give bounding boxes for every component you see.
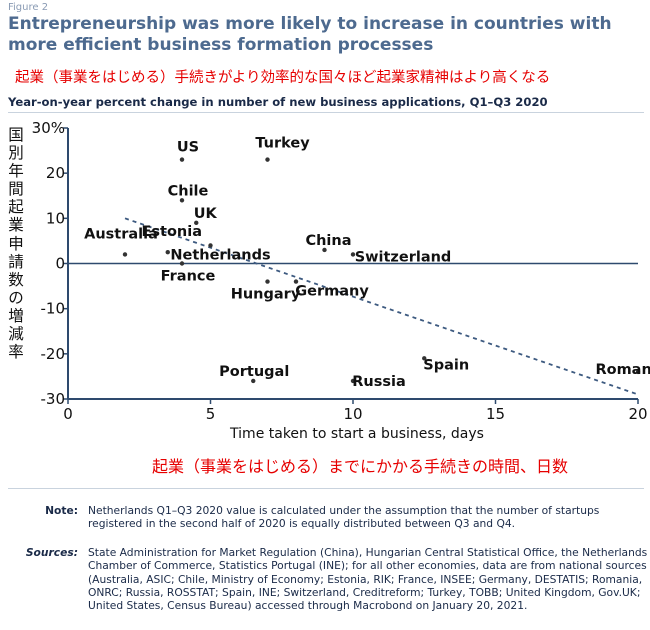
sources-key: Sources:: [25, 546, 78, 559]
point-label: Germany: [295, 284, 369, 300]
data-point: [179, 261, 185, 266]
figure-label: Figure 2: [8, 2, 49, 13]
header-divider: [8, 112, 644, 113]
point-label: Hungary: [231, 287, 301, 303]
point-label: Portugal: [219, 364, 289, 380]
chart-subtitle: Year-on-year percent change in number of…: [8, 95, 548, 109]
chart-title: Entrepreneurship was more likely to incr…: [8, 14, 612, 55]
data-point: [265, 157, 270, 162]
x-tick-label: 10: [343, 405, 362, 423]
footer-divider: [8, 488, 644, 489]
chart-title-japanese: 起業（事業をはじめる）手続きがより効率的な国々ほど起業家精神はより高くなる: [15, 70, 551, 86]
y-tick-label: -20: [41, 345, 66, 363]
y-tick-label: 30%: [32, 119, 65, 137]
point-label: Switzerland: [355, 249, 452, 265]
data-point: [208, 243, 213, 248]
x-tick-label: 15: [486, 405, 505, 423]
y-tick-label: -10: [41, 300, 66, 318]
y-tick-label: -30: [41, 390, 66, 408]
data-point: [350, 252, 356, 257]
y-tick-label: 10: [46, 209, 65, 227]
note-key: Note:: [45, 504, 78, 517]
point-label: Turkey: [255, 136, 310, 152]
y-tick-label: 0: [55, 255, 65, 273]
y-tick-label: 20: [46, 164, 65, 182]
point-label: China: [305, 233, 351, 249]
y-axis-label-japanese: 国別年間起業申請数の増減率: [8, 126, 24, 362]
x-tick-label: 20: [628, 405, 647, 423]
data-point: [165, 250, 170, 255]
data-point: [194, 220, 199, 226]
point-label: Romania: [595, 362, 650, 378]
data-point: [251, 378, 256, 384]
x-axis-label: Time taken to start a business, days: [230, 426, 484, 442]
note-text: Netherlands Q1–Q3 2020 value is calculat…: [88, 504, 600, 531]
data-point: [422, 356, 427, 361]
point-label: Australia: [84, 226, 158, 242]
point-label: France: [161, 269, 216, 285]
point-label: Estonia: [141, 224, 202, 240]
point-label: US: [177, 140, 199, 156]
data-point: [122, 252, 128, 257]
point-label: UK: [194, 206, 218, 222]
point-label: Chile: [168, 183, 209, 199]
data-point: [322, 247, 327, 253]
trend-line: [124, 217, 639, 396]
data-point: [635, 369, 641, 375]
data-point: [265, 279, 270, 284]
data-point: [293, 279, 299, 284]
data-point: [179, 157, 185, 162]
x-axis-label-japanese: 起業（事業をはじめる）までにかかる手続きの時間、日数: [151, 457, 568, 476]
point-label: Russia: [352, 374, 406, 390]
x-tick-label: 0: [63, 405, 73, 423]
point-label: Netherlands: [170, 247, 270, 263]
data-point: [179, 198, 185, 203]
point-label: Spain: [423, 357, 469, 373]
x-tick-label: 5: [206, 405, 216, 423]
data-point: [350, 378, 356, 384]
sources-text: State Administration for Market Regulati…: [88, 546, 648, 613]
